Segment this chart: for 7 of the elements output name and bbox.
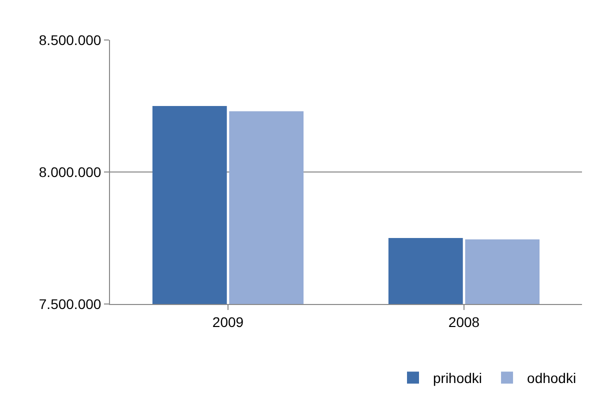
y-tick-label: 8.500.000 bbox=[38, 32, 102, 48]
y-tick-label: 7.500.000 bbox=[38, 296, 102, 312]
x-tick-label: 2009 bbox=[212, 314, 244, 330]
legend-label: prihodki bbox=[433, 370, 482, 386]
legend-label: odhodki bbox=[527, 370, 576, 386]
y-tick-label: 8.000.000 bbox=[38, 164, 102, 180]
x-tick-label: 2008 bbox=[448, 314, 480, 330]
